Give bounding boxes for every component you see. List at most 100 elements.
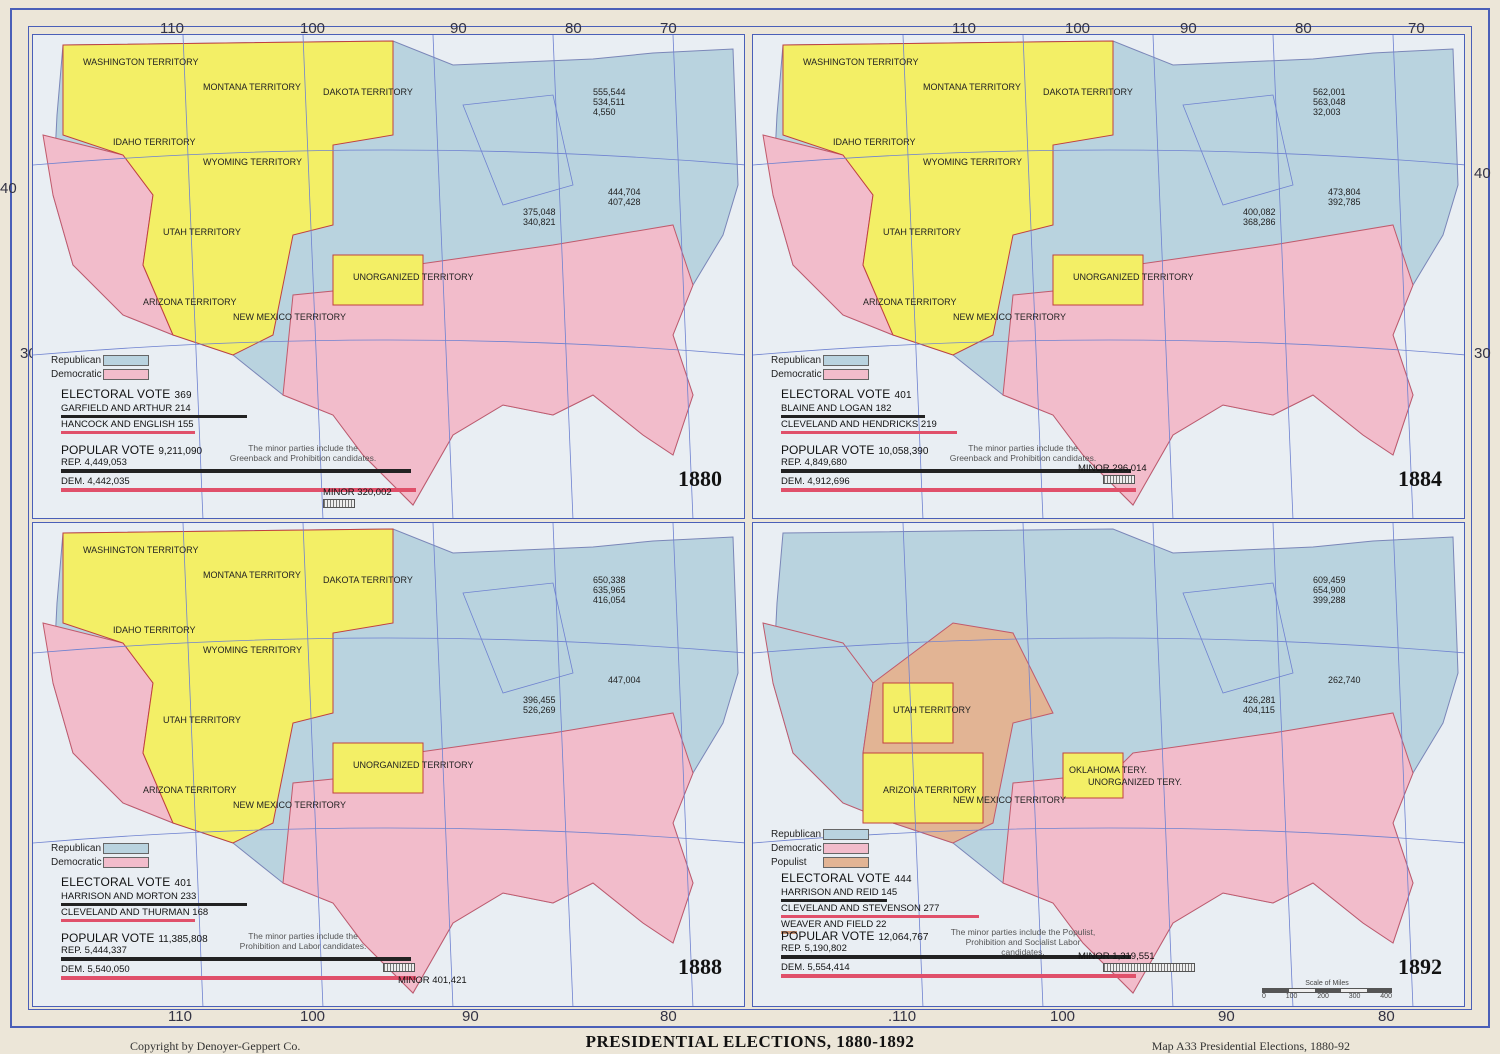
- candidate-name: HARRISON AND MORTON: [61, 891, 178, 902]
- lon-label-top: 100: [1065, 20, 1091, 37]
- us-map: WASHINGTON TERRITORY MONTANA TERRITORY DAK…: [33, 523, 744, 1006]
- candidate-row: CLEVELAND AND HENDRICKS 219: [781, 419, 957, 434]
- candidate-row: CLEVELAND AND STEVENSON 277: [781, 903, 979, 918]
- meridian-line: [552, 35, 574, 518]
- minor-parties-votes: MINOR 320,002: [323, 487, 392, 498]
- great-lakes-outline: [1182, 94, 1294, 206]
- lon-label-bottom: 90: [1218, 1008, 1235, 1025]
- electoral-vote-bar: [781, 415, 925, 418]
- map-legend: Republican Democratic: [771, 353, 869, 381]
- popular-vote-total: 9,211,090: [158, 446, 203, 457]
- legend-swatch: [103, 856, 149, 868]
- territory-label: DAKOTA TERRITORY: [323, 575, 413, 585]
- electoral-vote-total: 401: [174, 878, 192, 889]
- state-vote-return: 375,048: [523, 207, 556, 217]
- parallel-line: [33, 149, 744, 166]
- state-vote-return: 262,740: [1328, 675, 1361, 685]
- electoral-vote-heading: ELECTORAL VOTE 401: [781, 387, 937, 401]
- meridian-line: [902, 523, 924, 1006]
- lon-label-bottom: 80: [660, 1008, 677, 1025]
- territory-label: WASHINGTON TERRITORY: [83, 57, 199, 67]
- candidate-row: GARFIELD AND ARTHUR 214: [61, 403, 247, 418]
- legend-row-democratic: Democratic: [51, 855, 149, 869]
- lon-label-bottom: 80: [1378, 1008, 1395, 1025]
- dem-popular-votes: 4,912,696: [807, 476, 850, 487]
- lon-label-top: 90: [1180, 20, 1197, 37]
- legend-row-populist: Populist: [771, 855, 869, 869]
- parallel-line: [753, 339, 1464, 356]
- dem-popular-bar: [61, 488, 416, 492]
- territory-label: NEW MEXICO TERRITORY: [953, 795, 1066, 805]
- map-sheet-border: [10, 8, 1490, 1028]
- legend-row-republican: Republican: [771, 827, 869, 841]
- popular-vote-dem-row: DEM. 5,540,050: [61, 964, 416, 983]
- state-vote-return: 368,286: [1243, 217, 1276, 227]
- election-map-panel-1: WASHINGTON TERRITORY MONTANA TERRITORY DAK…: [752, 34, 1465, 519]
- rep-label: REP.: [61, 457, 82, 468]
- meridian-line: [1022, 523, 1044, 1006]
- western-territories: [62, 528, 394, 844]
- dem-popular-bar: [781, 488, 1136, 492]
- western-territories: [62, 40, 394, 356]
- lon-label-top: 100: [300, 20, 326, 37]
- lon-label-top: 70: [1408, 20, 1425, 37]
- meridian-line: [302, 523, 324, 1006]
- electoral-vote-label: ELECTORAL VOTE: [61, 875, 171, 889]
- candidate-name: CLEVELAND AND THURMAN: [61, 907, 190, 918]
- popular-vote-block: POPULAR VOTE 11,385,808 REP. 5,444,337 DE…: [61, 931, 416, 983]
- meridian-line: [1152, 523, 1174, 1006]
- minor-parties-votes: MINOR 296,014: [1078, 463, 1147, 474]
- minor-parties-note: The minor parties include the Prohibitio…: [239, 931, 367, 951]
- candidate-row: HARRISON AND MORTON 233: [61, 891, 247, 906]
- popular-vote-label: POPULAR VOTE: [781, 443, 875, 457]
- territory-label: MONTANA TERRITORY: [203, 82, 301, 92]
- territory-label: WYOMING TERRITORY: [203, 157, 302, 167]
- popular-vote-total: 10,058,390: [878, 446, 929, 457]
- minor-parties-note: The minor parties include the Greenback …: [229, 443, 377, 463]
- state-vote-return: 555,544: [593, 87, 626, 97]
- dem-label: DEM.: [781, 476, 805, 487]
- electoral-vote-heading: ELECTORAL VOTE 369: [61, 387, 194, 401]
- popular-vote-heading: POPULAR VOTE 11,385,808: [61, 931, 208, 945]
- meridian-line: [1272, 523, 1294, 1006]
- state-vote-return: 426,281: [1243, 695, 1276, 705]
- candidate-electoral-votes: 155: [177, 419, 194, 430]
- minor-parties-bar: [1103, 963, 1195, 972]
- electoral-vote-block: ELECTORAL VOTE 401 BLAINE AND LOGAN 182 CLE…: [781, 387, 957, 434]
- legend-label: Democratic: [51, 856, 102, 868]
- scale-tick: 200: [1317, 993, 1329, 1000]
- electoral-vote-block: ELECTORAL VOTE 401 HARRISON AND MORTON 233…: [61, 875, 247, 922]
- state-vote-return: 399,288: [1313, 595, 1346, 605]
- legend-label: Populist: [771, 856, 807, 868]
- dem-popular-bar: [61, 976, 416, 980]
- meridian-line: [672, 35, 694, 518]
- meridian-line: [432, 35, 454, 518]
- legend-label: Democratic: [51, 368, 102, 380]
- electoral-vote-bar: [781, 915, 979, 918]
- territory-label: IDAHO TERRITORY: [113, 137, 196, 147]
- legend-swatch: [103, 842, 149, 854]
- territory-label: MONTANA TERRITORY: [203, 570, 301, 580]
- election-year: 1888: [678, 954, 722, 979]
- candidate-row: HARRISON AND REID 145: [781, 887, 939, 902]
- electoral-vote-heading: ELECTORAL VOTE 401: [61, 875, 208, 889]
- southwest-territories: [862, 752, 984, 824]
- parallel-line: [753, 637, 1464, 654]
- candidate-electoral-votes: 182: [875, 403, 892, 414]
- lon-label-bottom: 100: [1050, 1008, 1076, 1025]
- unorganized-territory: [332, 742, 424, 794]
- minor-parties-votes: MINOR 401,421: [398, 975, 467, 986]
- legend-swatch: [103, 368, 149, 380]
- state-vote-return: 404,115: [1243, 705, 1275, 715]
- election-year: 1884: [1398, 466, 1442, 491]
- legend-row-democratic: Democratic: [51, 367, 149, 381]
- candidate-name: HARRISON AND REID: [781, 887, 879, 898]
- candidate-electoral-votes: 214: [174, 403, 191, 414]
- dem-popular-bar: [781, 974, 1136, 978]
- popular-vote-label: POPULAR VOTE: [781, 929, 875, 943]
- minor-parties-note: The minor parties include the Populist, …: [950, 927, 1096, 957]
- candidate-row: CLEVELAND AND THURMAN 168: [61, 907, 208, 922]
- legend-swatch: [103, 354, 149, 366]
- minor-parties-bar: [1103, 475, 1135, 484]
- dem-label: DEM.: [61, 964, 85, 975]
